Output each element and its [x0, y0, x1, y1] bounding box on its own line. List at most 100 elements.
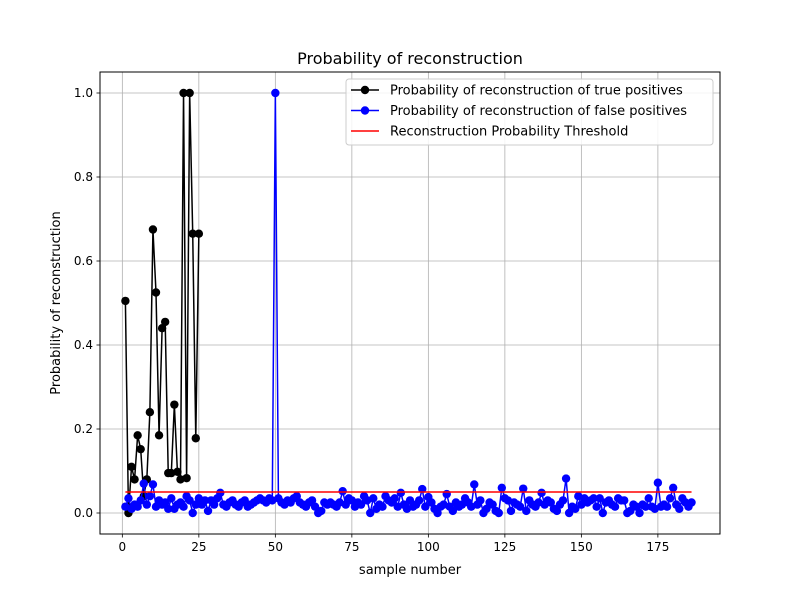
- data-point: [595, 494, 604, 503]
- data-point: [185, 496, 194, 505]
- y-axis-ticks: 0.0 0.2 0.4 0.6 0.8 1.0: [74, 86, 100, 520]
- data-point: [571, 504, 580, 513]
- data-point: [592, 502, 601, 511]
- chart-title: Probability of reconstruction: [297, 49, 523, 68]
- data-point: [173, 467, 182, 477]
- data-point: [133, 502, 142, 511]
- data-point: [470, 480, 479, 489]
- data-point: [522, 506, 531, 516]
- data-point: [515, 502, 525, 511]
- data-point: [558, 496, 568, 505]
- legend-marker: [360, 106, 370, 115]
- data-point: [644, 494, 653, 503]
- x-tick-label: 75: [344, 540, 359, 554]
- data-point: [240, 496, 249, 505]
- legend-label: Probability of reconstruction of true po…: [390, 84, 683, 99]
- data-point: [271, 88, 280, 98]
- data-point: [133, 431, 142, 440]
- data-point: [561, 474, 571, 483]
- x-tick-label: 125: [493, 540, 516, 554]
- data-point: [378, 502, 387, 511]
- data-point: [121, 296, 130, 306]
- data-point: [687, 498, 696, 507]
- legend-entry-1: Probability of reconstruction of false p…: [351, 104, 687, 119]
- data-point: [662, 502, 672, 511]
- data-point: [188, 508, 197, 518]
- data-point: [154, 431, 164, 440]
- data-point: [668, 483, 678, 492]
- x-tick-label: 100: [417, 540, 440, 554]
- data-point: [136, 444, 145, 454]
- data-point: [635, 508, 644, 518]
- data-point: [317, 506, 326, 516]
- data-point: [546, 498, 555, 507]
- data-point: [366, 508, 375, 518]
- data-point: [448, 506, 458, 516]
- data-point: [427, 498, 436, 507]
- data-point: [145, 408, 155, 417]
- data-point: [519, 484, 528, 493]
- data-point: [167, 494, 176, 503]
- data-point: [124, 494, 133, 503]
- data-point: [216, 488, 225, 498]
- data-point: [307, 496, 317, 505]
- data-point: [200, 496, 210, 505]
- legend: Probability of reconstruction of true po…: [345, 78, 714, 146]
- data-point: [598, 508, 607, 518]
- data-point: [476, 496, 485, 505]
- data-point: [414, 496, 424, 505]
- data-point: [506, 506, 516, 516]
- data-point: [488, 500, 497, 509]
- data-point: [194, 229, 204, 238]
- data-point: [160, 317, 170, 327]
- legend-box: [345, 78, 714, 146]
- data-point: [148, 480, 158, 489]
- data-point: [552, 506, 562, 516]
- data-point: [675, 504, 684, 513]
- data-point: [418, 484, 427, 494]
- data-point: [537, 488, 546, 498]
- data-point: [182, 473, 191, 483]
- data-point: [310, 502, 320, 511]
- data-point: [356, 500, 366, 509]
- data-point: [130, 475, 139, 484]
- legend-label: Probability of reconstruction of false p…: [390, 104, 687, 119]
- data-point: [139, 479, 148, 488]
- data-point: [626, 506, 635, 516]
- legend-marker: [360, 85, 370, 95]
- data-point: [421, 502, 430, 511]
- data-point: [405, 496, 415, 505]
- x-axis-label: sample number: [359, 563, 462, 578]
- y-tick-label: 1.0: [74, 86, 93, 100]
- x-tick-label: 150: [570, 540, 593, 554]
- data-point: [179, 502, 188, 511]
- data-point: [497, 483, 507, 492]
- data-point: [369, 494, 378, 503]
- data-point: [442, 489, 451, 499]
- data-point: [145, 492, 155, 501]
- y-tick-label: 0.6: [74, 254, 93, 268]
- data-point: [482, 504, 491, 513]
- data-point: [589, 494, 598, 503]
- data-point: [188, 229, 197, 238]
- data-point: [564, 508, 574, 518]
- data-point: [170, 400, 179, 409]
- data-point: [209, 500, 219, 509]
- data-point: [292, 492, 301, 501]
- data-point: [160, 498, 170, 507]
- y-tick-label: 0.0: [74, 506, 93, 520]
- series-line: [124, 92, 693, 514]
- legend-entry-2: Reconstruction Probability Threshold: [351, 125, 628, 140]
- data-point: [665, 494, 675, 503]
- data-point: [136, 496, 145, 505]
- x-tick-label: 50: [268, 540, 283, 554]
- data-point: [191, 500, 200, 509]
- data-point: [653, 478, 663, 487]
- legend-label: Reconstruction Probability Threshold: [390, 125, 628, 140]
- data-point: [148, 225, 158, 234]
- data-point: [157, 324, 167, 333]
- data-point: [185, 88, 194, 98]
- y-axis-label: Probability of reconstruction: [49, 211, 64, 394]
- data-point: [127, 462, 136, 471]
